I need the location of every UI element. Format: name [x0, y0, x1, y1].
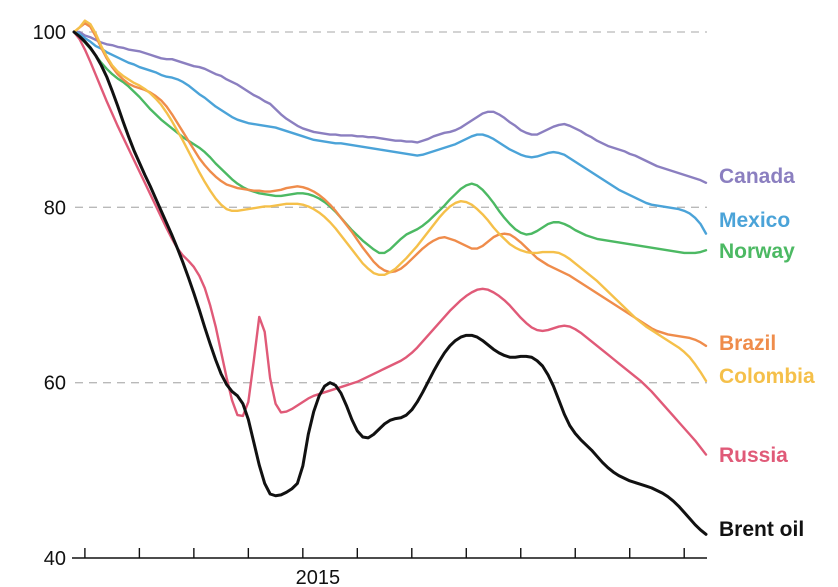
series-label-colombia: Colombia — [719, 365, 815, 388]
series-labels: Canada Mexico Norway Brazil Colombia Russia Br… — [719, 165, 815, 541]
series-label-brazil: Brazil — [719, 332, 776, 355]
series-label-brent-oil: Brent oil — [719, 518, 804, 541]
x-axis: 2015 — [72, 548, 707, 587]
series-line-brent-oil — [72, 30, 708, 536]
y-tick-label-100: 100 — [33, 22, 66, 44]
series-label-russia: Russia — [719, 444, 788, 467]
gridlines — [75, 31, 707, 384]
series-line-russia — [72, 30, 708, 456]
y-tick-label-80: 80 — [44, 197, 66, 219]
series-line-mexico — [72, 30, 708, 235]
series-line-norway — [72, 30, 708, 255]
y-tick-label-60: 60 — [44, 373, 66, 395]
y-axis: 40 60 80 100 — [33, 22, 66, 570]
series-label-mexico: Mexico — [719, 209, 790, 232]
series-line-colombia — [72, 19, 708, 383]
y-tick-label-40: 40 — [44, 548, 66, 570]
series-line-canada — [72, 30, 708, 184]
x-tick-label-2015: 2015 — [296, 567, 341, 587]
series-lines — [72, 19, 708, 536]
series-label-canada: Canada — [719, 165, 795, 188]
series-label-norway: Norway — [719, 240, 795, 263]
